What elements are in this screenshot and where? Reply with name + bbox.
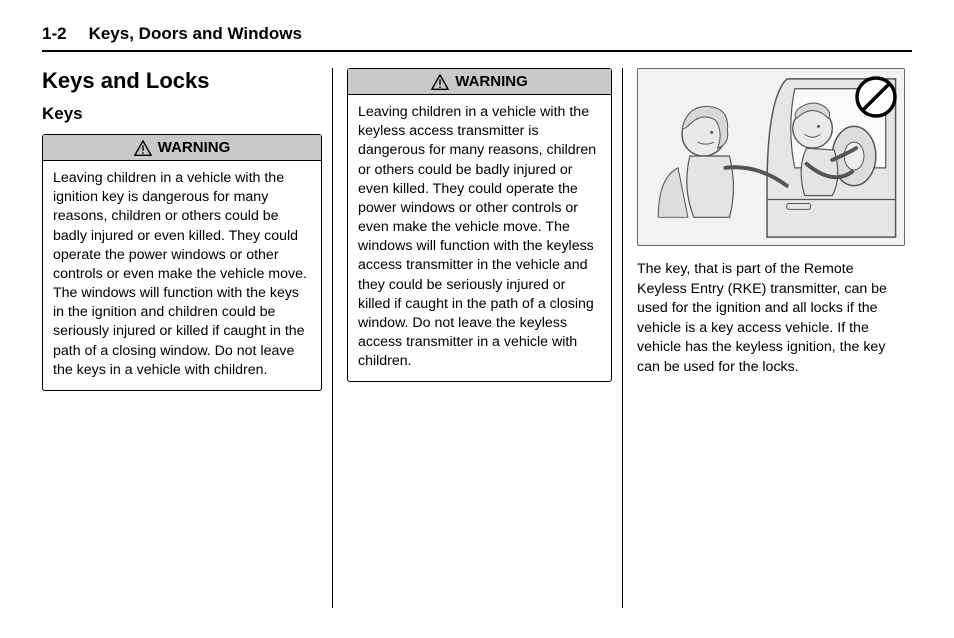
warning-label-2: WARNING — [455, 73, 528, 90]
warning-label-1: WARNING — [158, 139, 231, 156]
page-number: 1-2 — [42, 24, 67, 44]
sub-heading-keys: Keys — [42, 104, 322, 124]
warning-box-1: WARNING Leaving children in a vehicle wi… — [42, 134, 322, 391]
column-1: Keys and Locks Keys WARNING Leaving chil… — [42, 68, 332, 608]
chapter-title: Keys, Doors and Windows — [89, 24, 302, 44]
section-heading: Keys and Locks — [42, 68, 322, 94]
content-columns: Keys and Locks Keys WARNING Leaving chil… — [42, 68, 912, 608]
column-3: The key, that is part of the Remote Keyl… — [622, 68, 912, 608]
warning-header-1: WARNING — [43, 135, 321, 161]
warning-box-2: WARNING Leaving children in a vehicle wi… — [347, 68, 612, 382]
prohibit-icon — [854, 75, 898, 119]
page-header: 1-2 Keys, Doors and Windows — [42, 24, 912, 52]
warning-triangle-icon — [431, 74, 449, 90]
warning-triangle-icon — [134, 140, 152, 156]
key-description-text: The key, that is part of the Remote Keyl… — [637, 260, 902, 378]
warning-text-1: Leaving children in a vehicle with the i… — [43, 161, 321, 390]
column-2: WARNING Leaving children in a vehicle wi… — [332, 68, 622, 608]
children-in-car-illustration — [637, 68, 905, 246]
warning-header-2: WARNING — [348, 69, 611, 95]
warning-text-2: Leaving children in a vehicle with the k… — [348, 95, 611, 381]
